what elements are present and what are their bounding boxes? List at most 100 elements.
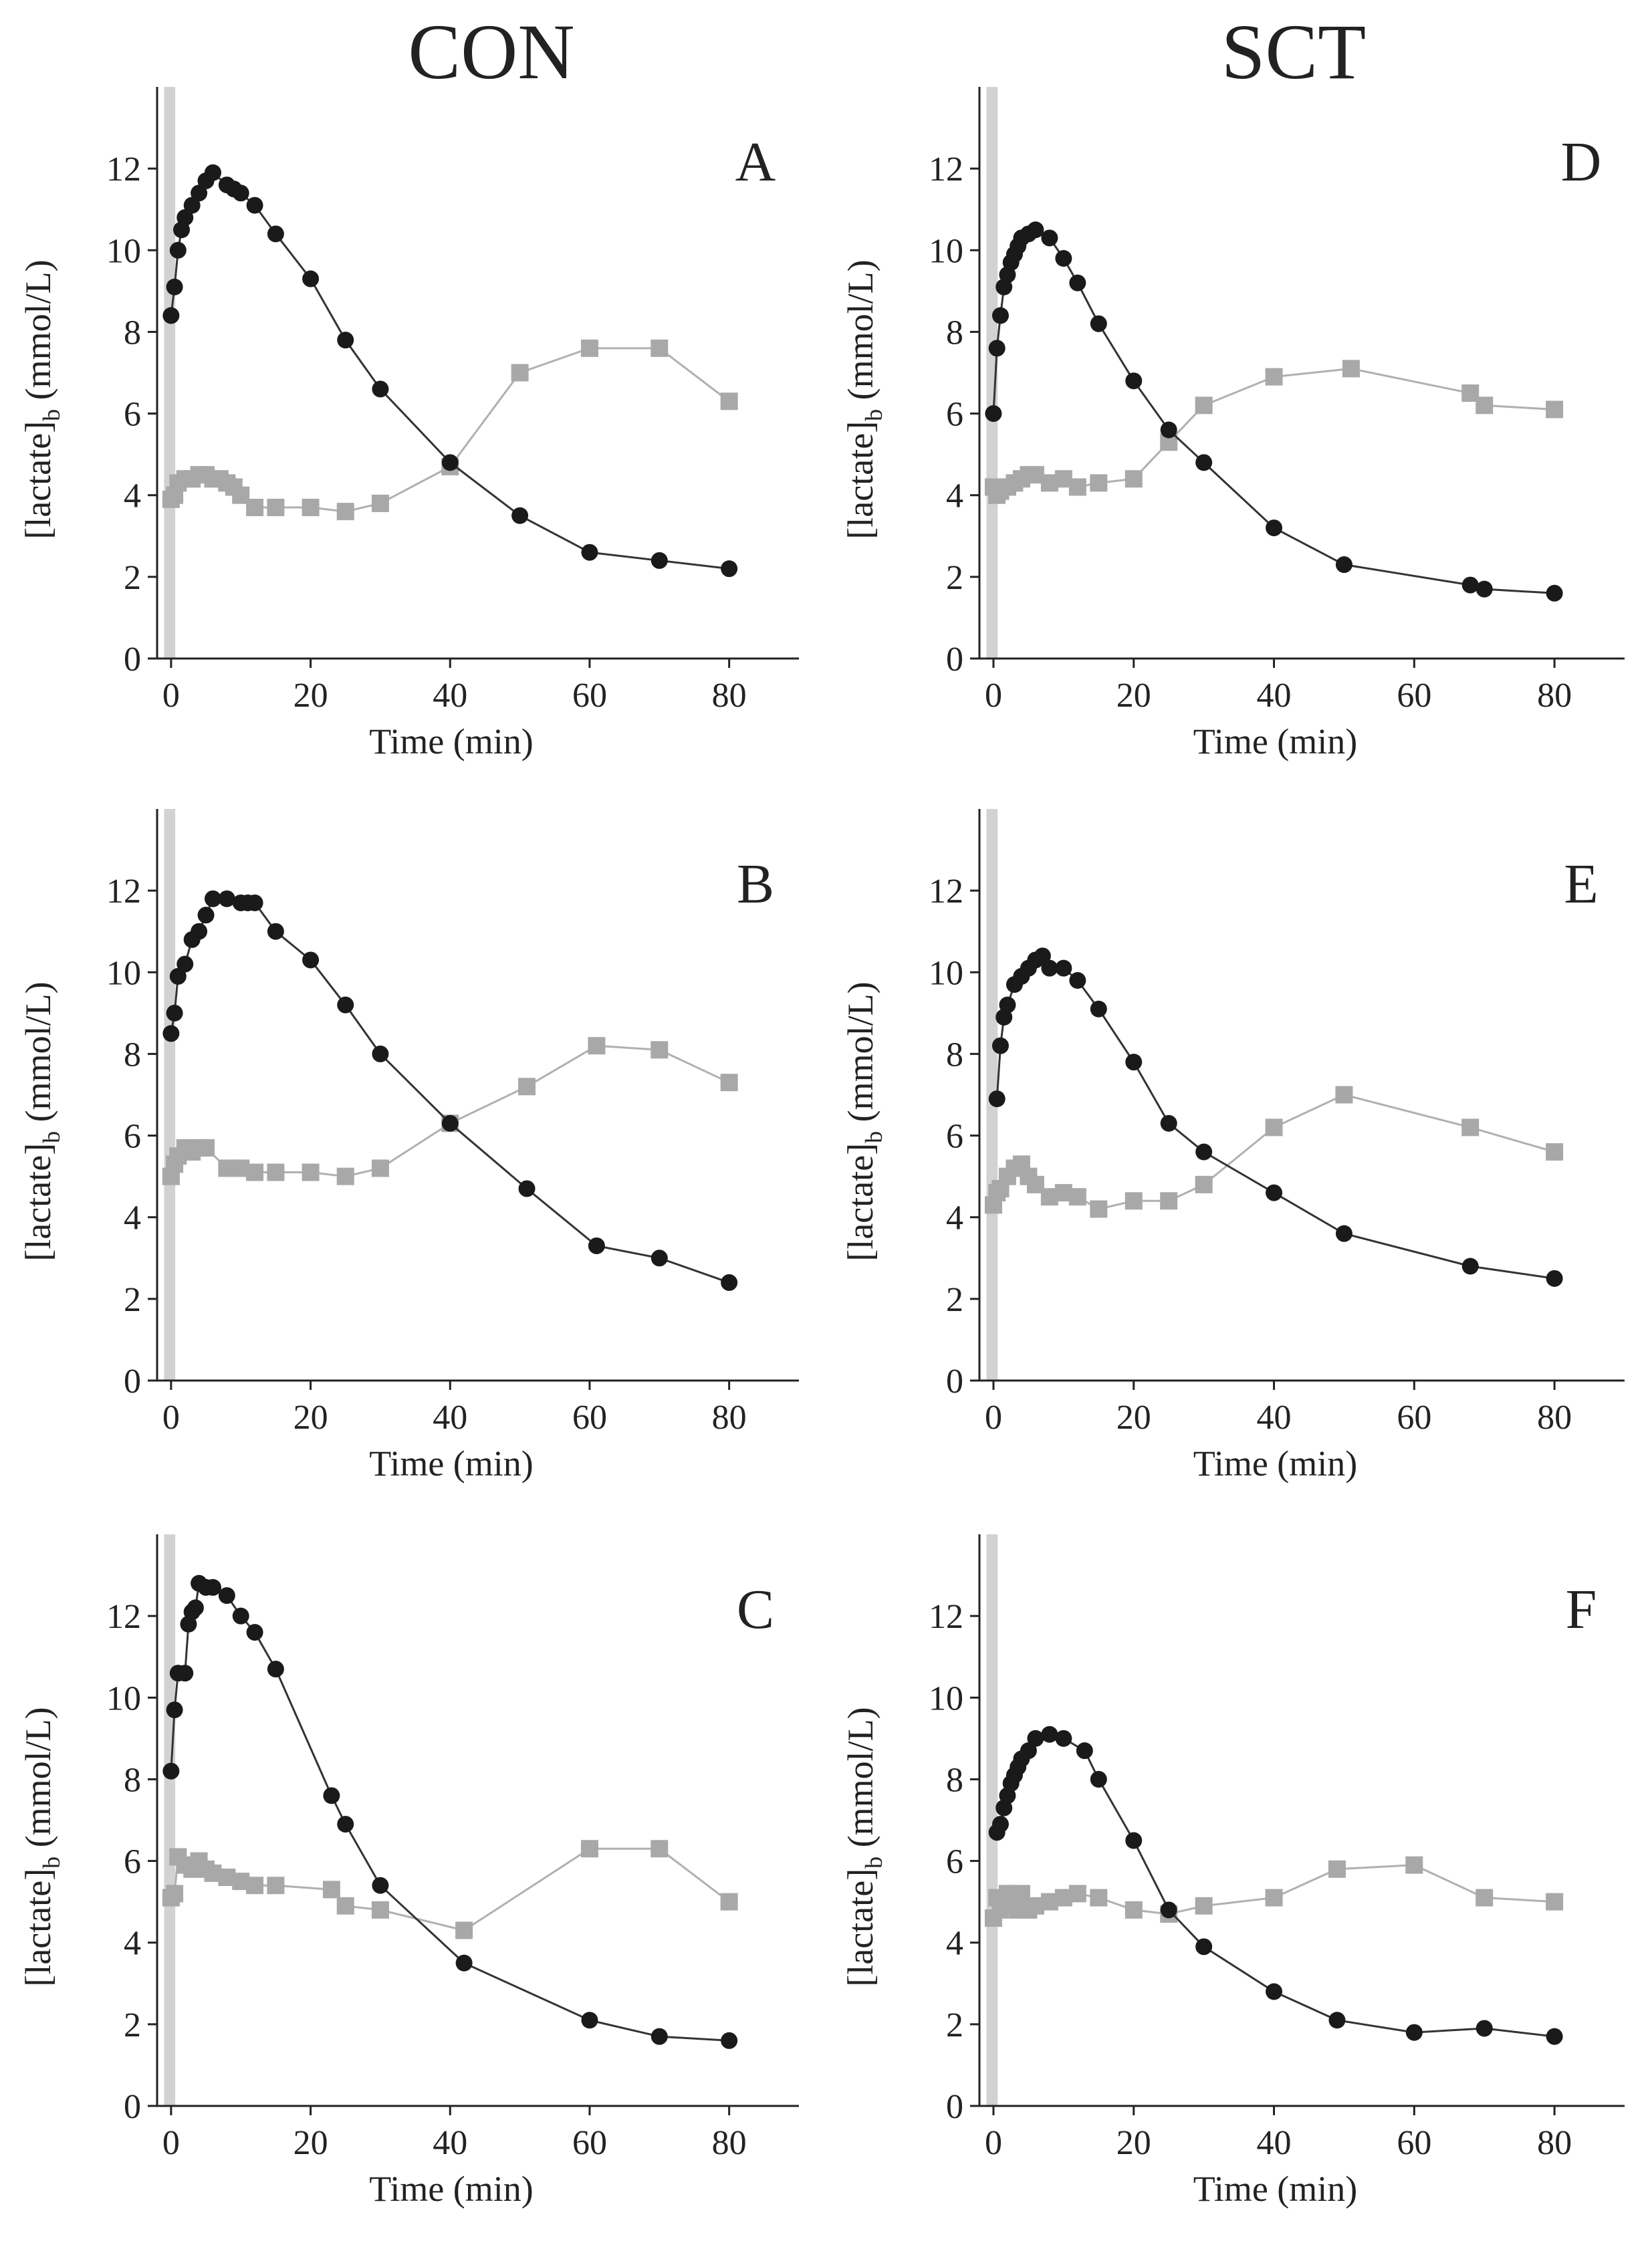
data-point-circle [1076,1742,1093,1760]
data-point-circle [162,1762,180,1780]
data-point-square [651,1840,669,1858]
y-tick-label: 0 [124,2088,141,2126]
data-point-circle [991,1816,1009,1833]
data-point-square [322,1881,340,1899]
y-tick-label: 8 [124,314,141,352]
black-series-line [170,897,730,1284]
gray-series-line [170,1044,730,1178]
data-point-circle [267,225,284,243]
data-point-circle [218,890,235,907]
y-tick-label: 12 [106,1598,141,1636]
y-tick-label: 6 [946,1118,963,1156]
y-tick-label: 10 [106,954,141,992]
data-point-square [246,1163,264,1181]
data-point-circle [721,2032,738,2049]
data-point-circle [1266,519,1283,537]
data-point-circle [302,270,320,287]
y-tick-label: 2 [946,1281,963,1319]
data-point-circle [176,1665,194,1682]
data-point-square [1265,368,1283,386]
data-point-square [518,1078,536,1096]
data-point-square [1335,1086,1353,1104]
y-tick-label: 10 [929,232,963,270]
chart-panel-b: 0 2 4 6 8 10 12 0 20 40 60 80 Time (min) [lactate]b (… [18,809,799,1484]
y-tick-label: 6 [124,396,141,434]
data-point-circle [1546,584,1563,602]
data-point-circle [166,278,183,295]
data-point-circle [1090,1770,1107,1788]
data-point-circle [991,307,1009,324]
y-tick-label: 2 [946,559,963,597]
data-point-circle [323,1787,340,1804]
data-point-circle [1041,1726,1058,1743]
data-point-circle [651,1250,668,1267]
exercise-band [986,87,998,659]
data-point-square [1195,396,1213,414]
data-point-circle [267,923,284,940]
x-tick-label: 40 [433,2124,467,2162]
data-point-circle [267,1661,284,1678]
x-tick-label: 0 [985,1399,1002,1437]
data-point-square [651,339,669,357]
x-tick-label: 60 [572,2124,607,2162]
y-tick-label: 10 [106,232,141,270]
y-tick-label: 6 [124,1118,141,1156]
y-tick-label: 6 [946,396,963,434]
data-point-square [246,499,264,517]
data-point-square [267,1877,285,1895]
data-point-circle [1069,274,1086,291]
data-point-circle [1125,1832,1143,1849]
data-point-square [336,1167,354,1185]
y-tick-label: 6 [946,1843,963,1881]
data-point-square [1546,400,1564,419]
data-point-square [371,494,389,512]
chart-panel-a: 0 2 4 6 8 10 12 0 20 40 60 80 Time (min) [lactate]b (… [18,87,799,761]
data-point-square [336,1897,354,1915]
data-point-square [1461,1118,1480,1137]
data-point-square [1476,396,1494,414]
chart-panel-e: 0 2 4 6 8 10 12 0 20 40 60 80 Time (min) [lactate]b (… [840,809,1625,1484]
data-point-circle [1041,229,1058,247]
x-axis-label: Time (min) [369,721,534,761]
data-point-circle [183,197,201,214]
data-point-circle [1160,1114,1177,1132]
data-point-circle [991,1037,1009,1054]
data-point-circle [337,996,354,1014]
data-point-square [1546,1893,1564,1911]
data-point-square [1125,470,1143,488]
data-point-square [1265,1118,1283,1137]
data-point-circle [372,1877,389,1894]
data-point-circle [337,1816,354,1833]
data-point-square [267,1163,285,1181]
y-axis-label: [lactate]b (mmol/L) [840,1707,887,1986]
data-point-circle [1266,1184,1283,1201]
data-point-square [1405,1856,1423,1874]
data-point-circle [1055,959,1072,977]
x-tick-label: 20 [293,1399,328,1437]
data-point-square [302,1163,320,1181]
y-tick-label: 4 [124,1199,141,1237]
y-tick-label: 12 [929,1598,963,1636]
x-tick-label: 60 [1397,677,1431,715]
x-tick-label: 80 [712,677,747,715]
data-point-circle [204,1578,221,1596]
data-point-circle [1034,947,1051,965]
data-point-square [651,1041,669,1059]
data-point-circle [1335,556,1352,574]
x-tick-label: 0 [162,677,180,715]
data-point-circle [511,507,529,524]
y-tick-label: 10 [929,1679,963,1717]
y-tick-label: 12 [106,150,141,189]
data-point-circle [721,1274,738,1291]
x-tick-label: 0 [162,2124,180,2162]
data-point-circle [204,164,221,181]
x-tick-label: 60 [572,1399,607,1437]
data-point-square [1195,1897,1213,1915]
panel-letter: A [735,131,776,193]
x-tick-label: 80 [712,2124,747,2162]
data-point-circle [1461,576,1479,594]
y-tick-label: 4 [946,477,963,515]
y-tick-label: 0 [124,1363,141,1401]
data-point-square [267,499,285,517]
